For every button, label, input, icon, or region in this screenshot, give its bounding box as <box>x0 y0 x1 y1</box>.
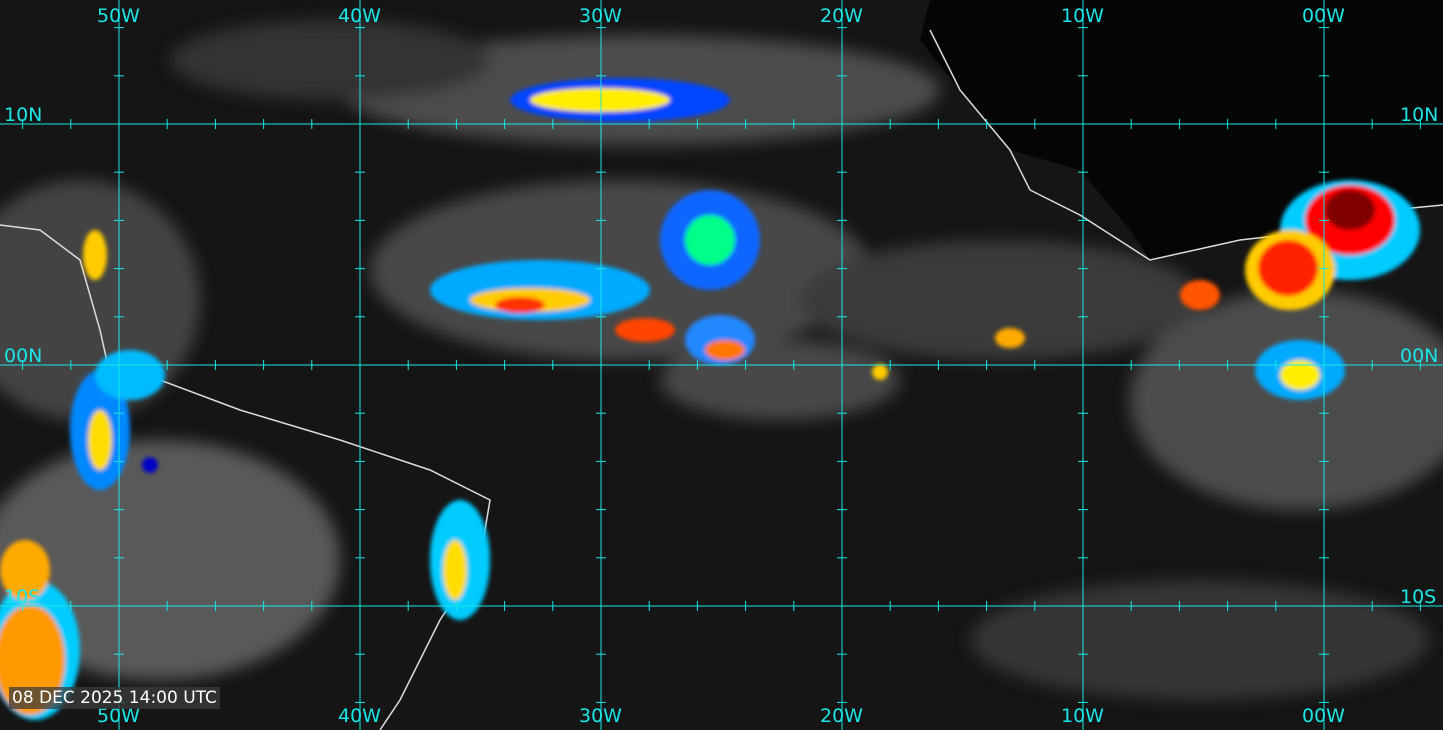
lon-label-top: 30W <box>579 5 622 27</box>
lon-label-top: 40W <box>338 5 381 27</box>
lat-label-right: 10S <box>1400 586 1437 608</box>
lat-label-left: 10S <box>4 586 41 608</box>
lon-label-top: 50W <box>97 5 140 27</box>
lon-label-bottom: 10W <box>1061 705 1104 727</box>
lon-label-top: 20W <box>820 5 863 27</box>
lon-label-bottom: 50W <box>97 705 140 727</box>
lat-label-right: 10N <box>1400 104 1439 126</box>
lon-label-bottom: 20W <box>820 705 863 727</box>
lon-label-bottom: 00W <box>1302 705 1345 727</box>
timestamp: 08 DEC 2025 14:00 UTC <box>9 687 220 709</box>
lon-label-top: 10W <box>1061 5 1104 27</box>
lon-label-bottom: 30W <box>579 705 622 727</box>
lat-label-right: 00N <box>1400 345 1439 367</box>
lat-label-left: 10N <box>4 104 43 126</box>
lat-label-left: 00N <box>4 345 43 367</box>
lon-label-bottom: 40W <box>338 705 381 727</box>
lon-label-top: 00W <box>1302 5 1345 27</box>
